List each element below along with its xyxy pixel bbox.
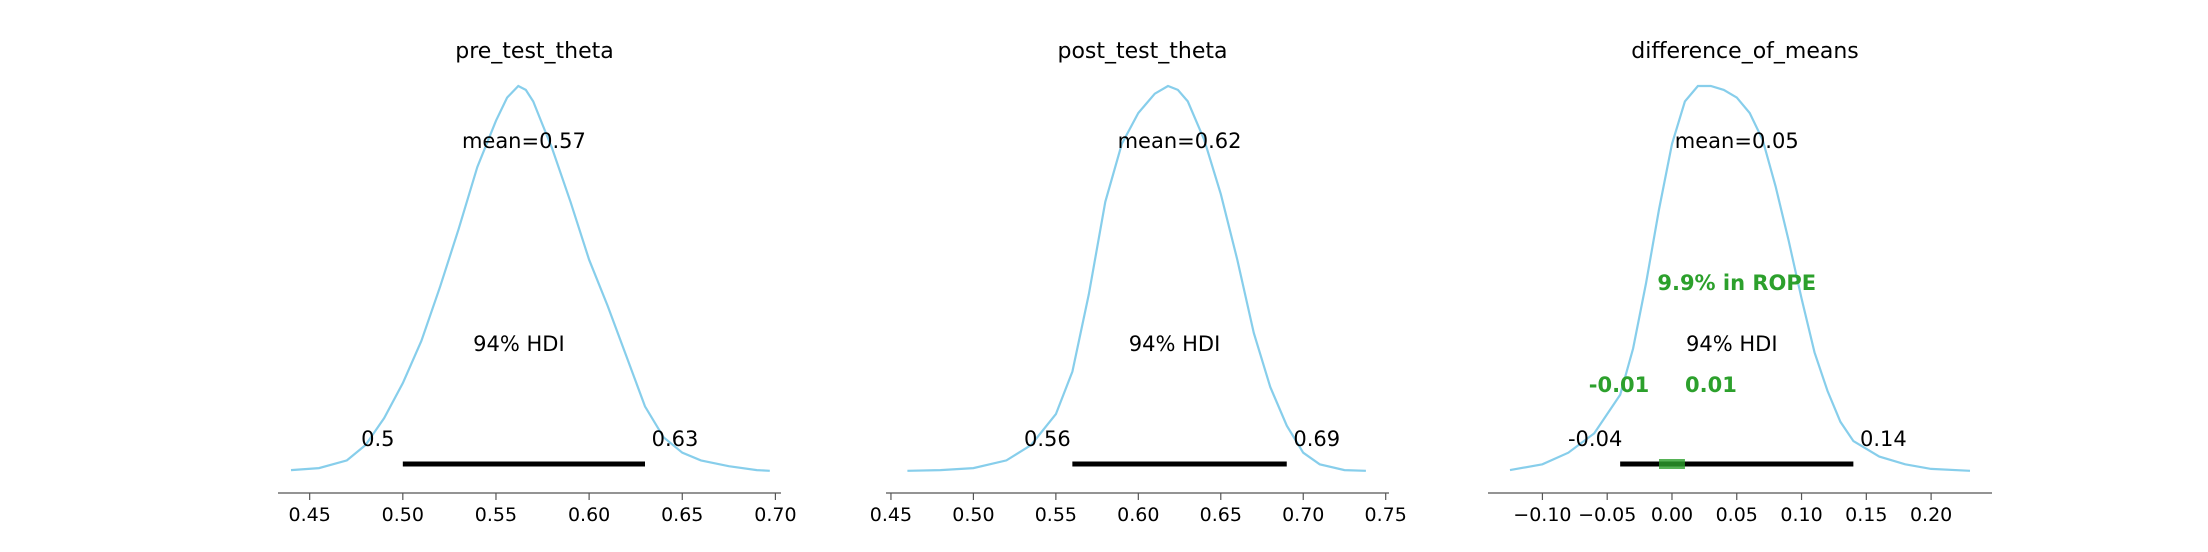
density-curve [1509,84,1971,472]
x-tick-label: 0.45 [870,504,912,526]
x-tick-label: 0.05 [1716,504,1758,526]
rope-high-value: 0.01 [1685,373,1737,397]
x-tick-label: 0.65 [1200,504,1242,526]
x-tick-label: 0.15 [1845,504,1887,526]
panel-title: post_test_theta [1058,39,1228,64]
x-tick-label: 0.10 [1780,504,1822,526]
hdi-label: 94% HDI [473,332,565,356]
panel-pre-test-theta: pre_test_theta mean=0.57 94% HDI 0.5 0.63 0.4… [278,39,797,526]
panel-post-test-theta: post_test_theta mean=0.62 94% HDI 0.56 0.69 0… [870,39,1407,526]
panel-title: pre_test_theta [455,39,614,64]
hdi-low-value: 0.56 [1024,427,1071,451]
x-tick-label: 0.70 [1282,504,1324,526]
x-tick-label: 0.60 [568,504,610,526]
density-curve [907,84,1366,472]
rope-low-value: -0.01 [1589,373,1650,397]
mean-label: mean=0.62 [1118,129,1242,153]
x-tick-label: −0.05 [1578,504,1636,526]
hdi-high-value: 0.69 [1293,427,1340,451]
mean-label: mean=0.57 [462,129,586,153]
hdi-label: 94% HDI [1129,332,1221,356]
hdi-high-value: 0.14 [1860,427,1907,451]
x-tick-label: 0.55 [475,504,517,526]
x-tick-label: −0.10 [1513,504,1571,526]
x-tick-label: 0.00 [1651,504,1693,526]
x-tick-label: 0.20 [1910,504,1952,526]
x-tick-label: 0.75 [1365,504,1407,526]
x-tick-label: 0.65 [661,504,703,526]
hdi-low-value: 0.5 [361,427,394,451]
x-tick-label: 0.60 [1117,504,1159,526]
x-tick-label: 0.50 [382,504,424,526]
x-tick-label: 0.55 [1035,504,1077,526]
x-tick-label: 0.45 [289,504,331,526]
mean-label: mean=0.05 [1675,129,1799,153]
panel-title: difference_of_means [1631,39,1859,64]
hdi-high-value: 0.63 [652,427,699,451]
hdi-low-value: -0.04 [1568,427,1622,451]
rope-percent-label: 9.9% in ROPE [1657,271,1816,295]
panel-difference-of-means: difference_of_means mean=0.05 94% HDI -0.04… [1488,39,1992,526]
density-curve [290,84,770,472]
hdi-label: 94% HDI [1686,332,1778,356]
x-tick-label: 0.50 [952,504,994,526]
x-tick-label: 0.70 [754,504,796,526]
